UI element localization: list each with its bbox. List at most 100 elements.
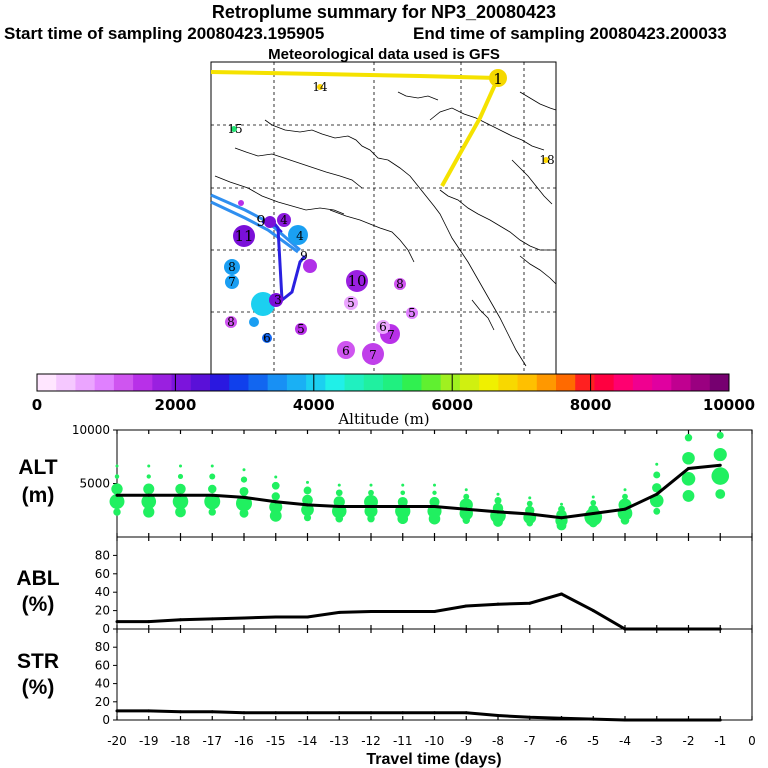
map-label: 6 (379, 320, 387, 334)
x-tick-label: -16 (234, 734, 254, 748)
map-label: 8 (228, 260, 236, 274)
alt-scatter-point (681, 471, 696, 486)
str-data-point (528, 715, 532, 719)
alt-scatter-point (271, 481, 280, 490)
x-tick-label: -6 (556, 734, 568, 748)
colorbar-swatch (517, 374, 538, 391)
colorbar-tick-label: 0 (32, 396, 42, 414)
x-tick-label: -5 (587, 734, 599, 748)
alt-scatter-point (526, 519, 534, 527)
str-data-point (591, 717, 595, 721)
chart-title: Retroplume summary for NP3_20080423 (211, 2, 557, 22)
map-label: 6 (263, 331, 271, 345)
colorbar-label: Altitude (m) (337, 410, 429, 428)
alt-scatter-point (652, 483, 662, 493)
colorbar-swatch (383, 374, 403, 391)
alt-scatter-point (209, 473, 216, 480)
y-tick-label: 40 (95, 585, 110, 599)
map-label: 5 (408, 306, 416, 320)
x-tick-label: -8 (492, 734, 504, 748)
alt-scatter-point (239, 508, 249, 518)
alt-scatter-point (337, 483, 341, 487)
x-tick-label: -7 (524, 734, 536, 748)
x-tick-label: -20 (107, 734, 127, 748)
str-data-point (433, 711, 436, 715)
coastlines (214, 91, 557, 367)
alt-scatter-point (400, 490, 406, 496)
x-tick-label: -12 (361, 734, 381, 748)
alt-data-point (337, 505, 341, 509)
x-tick-label: -9 (460, 734, 472, 748)
alt-scatter-point (143, 506, 155, 518)
map-label: 3 (274, 293, 282, 307)
alt-panel: 10000 5000 ALT (m) (18, 423, 753, 538)
trajectories (210, 70, 500, 303)
x-tick-label: -15 (266, 734, 286, 748)
altitude-colorbar: 0 2000 4000 6000 8000 10000 Altitude (m) (32, 373, 755, 428)
abl-data-point (560, 592, 563, 596)
str-data-point (464, 711, 468, 715)
alt-scatter-point (369, 483, 373, 487)
colorbar-swatch (37, 374, 57, 391)
alt-scatter-point (303, 486, 312, 495)
colorbar-swatch (632, 374, 653, 391)
alt-scatter-point (204, 493, 221, 510)
abl-data-point (242, 616, 246, 620)
str-data-point (337, 711, 341, 715)
str-panel-unit: (%) (22, 676, 55, 699)
y-tick-label: 60 (95, 658, 110, 672)
str-data-point (274, 711, 278, 715)
alt-scatter-point (590, 499, 597, 506)
alt-scatter-point (713, 447, 727, 462)
x-tick-label: 0 (748, 734, 756, 748)
str-panel-label: STR (17, 650, 59, 673)
alt-scatter-point (493, 516, 503, 527)
colorbar-swatch (210, 374, 230, 391)
alt-scatter-point (397, 513, 409, 525)
colorbar-swatch (171, 374, 192, 391)
x-tick-label: -17 (202, 734, 222, 748)
colorbar-swatch (575, 374, 595, 391)
colorbar-swatch (133, 374, 153, 391)
str-series-line (117, 709, 721, 722)
alt-scatter-point (718, 433, 722, 437)
alt-scatter-point (111, 483, 123, 495)
alt-scatter-point (147, 464, 151, 468)
y-tick-label: 10000 (72, 423, 110, 437)
alt-scatter-point (143, 483, 155, 495)
alt-data-point (655, 492, 659, 496)
alt-scatter-point (368, 489, 374, 496)
colorbar-swatch (363, 374, 384, 391)
alt-scatter-point (115, 464, 119, 468)
x-tick-label: -18 (171, 734, 191, 748)
alt-data-point (369, 505, 373, 509)
met-data-label: Meteorological data used is GFS (268, 46, 500, 63)
str-data-point (210, 710, 214, 714)
alt-scatter-point (588, 518, 598, 528)
alt-scatter-point (274, 475, 278, 479)
alt-scatter-point (242, 468, 246, 472)
colorbar-swatch (152, 374, 173, 391)
alt-scatter-point (302, 494, 313, 506)
colorbar-swatch (556, 374, 576, 391)
map-label: 14 (312, 80, 328, 94)
alt-scatter-point (367, 515, 375, 523)
alt-data-point (496, 510, 500, 514)
x-tick-label: -2 (683, 734, 695, 748)
colorbar-tick-label: 10000 (703, 396, 755, 414)
str-data-point (306, 711, 309, 715)
y-tick-label: 20 (95, 695, 110, 709)
abl-data-point (496, 602, 500, 606)
alt-scatter-point (269, 509, 282, 522)
str-panel: 80 60 40 20 0 STR (%) (17, 628, 753, 727)
map-label: 1 (493, 70, 503, 88)
alt-scatter-point (179, 464, 182, 468)
x-axis: -20 -19 -18 -17 -16 -15 -14 -13 -12 -11 -10 -9 -8 -7-… (107, 734, 756, 768)
map-label: 5 (347, 296, 355, 310)
colorbar-tick-label: 4000 (293, 396, 335, 414)
abl-panel: 80 60 40 20 0 ABL (%) (16, 536, 753, 636)
alt-data-point (147, 493, 151, 497)
colorbar-swatch (709, 374, 730, 391)
map-label: 7 (228, 275, 236, 289)
